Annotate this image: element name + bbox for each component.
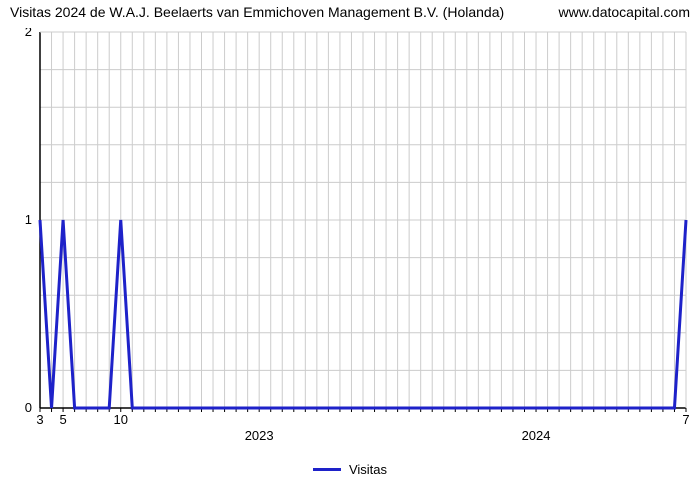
svg-text:2: 2 — [25, 28, 32, 39]
svg-text:5: 5 — [59, 412, 66, 427]
svg-text:3: 3 — [36, 412, 43, 427]
svg-text:2023: 2023 — [245, 428, 274, 443]
legend: Visitas — [10, 462, 690, 477]
legend-label: Visitas — [349, 462, 387, 477]
chart-title: Visitas 2024 de W.A.J. Beelaerts van Emm… — [10, 4, 504, 20]
svg-text:0: 0 — [25, 400, 32, 415]
svg-text:1: 1 — [25, 212, 32, 227]
svg-text:10: 10 — [114, 412, 128, 427]
svg-text:7: 7 — [682, 412, 689, 427]
legend-swatch — [313, 468, 341, 471]
svg-text:2024: 2024 — [522, 428, 551, 443]
chart-container: 0 1 2 3 5 10 7 2023 2024 Visitas — [10, 28, 690, 490]
watermark: www.datocapital.com — [558, 4, 690, 20]
line-chart: 0 1 2 3 5 10 7 2023 2024 — [10, 28, 690, 458]
